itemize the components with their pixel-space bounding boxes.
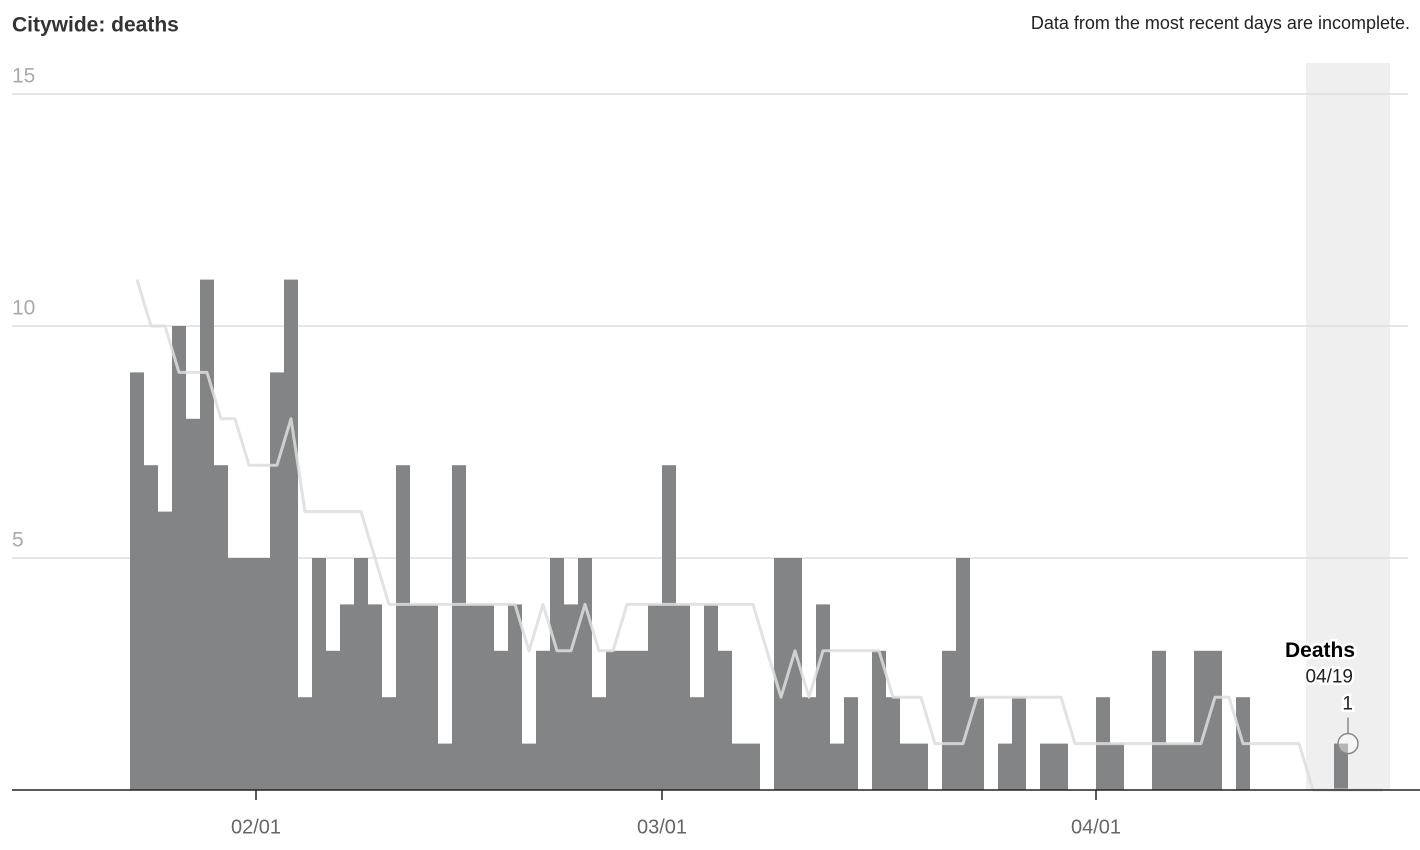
y-tick-label: 5 bbox=[12, 529, 24, 552]
bar bbox=[1054, 743, 1068, 790]
x-tick-label: 04/01 bbox=[1071, 816, 1121, 838]
bar bbox=[298, 697, 312, 790]
bar bbox=[494, 650, 508, 790]
bar bbox=[830, 743, 844, 790]
y-tick-label: 15 bbox=[12, 65, 35, 88]
bar bbox=[452, 465, 466, 790]
bar bbox=[522, 743, 536, 790]
bar bbox=[844, 697, 858, 790]
bar bbox=[718, 650, 732, 790]
bar bbox=[662, 465, 676, 790]
tooltip-date: 04/19 bbox=[1305, 667, 1353, 688]
bar bbox=[396, 465, 410, 790]
bar bbox=[550, 558, 564, 790]
bar bbox=[410, 604, 424, 790]
x-tick-label: 03/01 bbox=[637, 816, 687, 838]
average-line bbox=[135, 279, 1383, 792]
bar bbox=[634, 650, 648, 790]
bar bbox=[172, 326, 186, 790]
bar bbox=[816, 604, 830, 790]
bar bbox=[704, 604, 718, 790]
bar bbox=[424, 604, 438, 790]
bar bbox=[1208, 650, 1222, 790]
bar bbox=[340, 604, 354, 790]
bar bbox=[1040, 743, 1054, 790]
bar bbox=[956, 558, 970, 790]
bar bbox=[774, 558, 788, 790]
bar bbox=[508, 604, 522, 790]
bar bbox=[690, 697, 704, 790]
bar bbox=[214, 465, 228, 790]
incomplete-shade bbox=[1306, 63, 1390, 790]
bar bbox=[354, 558, 368, 790]
bar bbox=[186, 418, 200, 790]
bar bbox=[536, 650, 550, 790]
bar bbox=[1110, 743, 1124, 790]
bar bbox=[466, 604, 480, 790]
bar bbox=[872, 650, 886, 790]
bar bbox=[648, 604, 662, 790]
bar bbox=[676, 604, 690, 790]
bar bbox=[1334, 743, 1348, 790]
bar bbox=[256, 558, 270, 790]
bar bbox=[368, 604, 382, 790]
bar bbox=[732, 743, 746, 790]
bar bbox=[242, 558, 256, 790]
bar bbox=[970, 697, 984, 790]
bar bbox=[998, 743, 1012, 790]
x-tick-label: 02/01 bbox=[231, 816, 281, 838]
bar bbox=[746, 743, 760, 790]
bar bbox=[578, 558, 592, 790]
bar bbox=[886, 697, 900, 790]
bar bbox=[788, 558, 802, 790]
note: Data from the most recent days are incom… bbox=[1031, 13, 1410, 33]
bar bbox=[592, 697, 606, 790]
bar bbox=[606, 650, 620, 790]
bar bbox=[802, 697, 816, 790]
tooltip-title: Deaths bbox=[1285, 639, 1355, 662]
bar bbox=[1180, 743, 1194, 790]
bar bbox=[942, 650, 956, 790]
chart-title: Citywide: deaths bbox=[12, 14, 179, 37]
bar bbox=[144, 465, 158, 790]
bar bbox=[312, 558, 326, 790]
bar bbox=[480, 604, 494, 790]
tooltip-value: 1 bbox=[1342, 694, 1353, 715]
bar bbox=[284, 279, 298, 790]
y-tick-label: 10 bbox=[12, 297, 35, 320]
bar bbox=[270, 372, 284, 790]
bar bbox=[228, 558, 242, 790]
bar bbox=[200, 279, 214, 790]
bar bbox=[1166, 743, 1180, 790]
bar bbox=[326, 650, 340, 790]
bar bbox=[914, 743, 928, 790]
bar bbox=[438, 743, 452, 790]
bar bbox=[1194, 650, 1208, 790]
bar bbox=[900, 743, 914, 790]
bar bbox=[158, 511, 172, 790]
bar bbox=[1012, 697, 1026, 790]
bar bbox=[382, 697, 396, 790]
tooltip-point bbox=[1337, 732, 1359, 755]
bar bbox=[620, 650, 634, 790]
bar bbox=[130, 372, 144, 790]
bar bbox=[1152, 650, 1166, 790]
